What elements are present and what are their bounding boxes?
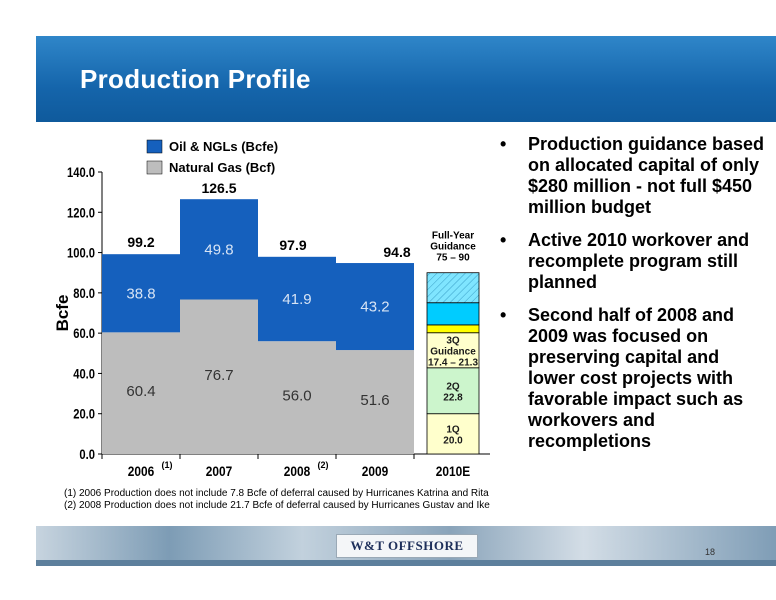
data-label-natural-gas: 60.4 xyxy=(126,383,155,400)
title-banner: Production Profile xyxy=(36,36,776,122)
bullet-text: Second half of 2008 and 2009 was focused… xyxy=(528,305,744,451)
data-label-oil-ngls: 43.2 xyxy=(360,299,389,316)
bar-oil-ngls xyxy=(180,199,258,300)
guidance-segment xyxy=(426,302,480,326)
data-label-oil-ngls: 49.8 xyxy=(204,241,233,258)
guidance-header: 75 – 90 xyxy=(436,253,470,264)
guidance-header: Guidance xyxy=(430,242,476,253)
x-tick-label: 2010E xyxy=(436,463,471,479)
bullet-text: Active 2010 workover and recomplete prog… xyxy=(528,230,750,292)
bar-oil-ngls xyxy=(102,254,180,333)
x-tick-label: 2007 xyxy=(206,463,232,479)
legend-swatch xyxy=(146,139,163,154)
x-tick-note: (2) xyxy=(318,460,329,470)
bullet-text: Production guidance based on allocated c… xyxy=(528,134,765,217)
bullet-item: • Production guidance based on allocated … xyxy=(500,134,765,217)
y-tick-label: 140.0 xyxy=(67,165,95,180)
guidance-segment-label: 3Q xyxy=(446,335,460,346)
footnote: (2) 2008 Production does not include 21.… xyxy=(64,500,490,511)
guidance-segment xyxy=(426,332,480,369)
data-label-natural-gas: 51.6 xyxy=(360,392,389,409)
legend-label: Natural Gas (Bcf) xyxy=(169,160,275,175)
y-tick-label: 60.0 xyxy=(73,326,95,341)
data-label-oil-ngls: 41.9 xyxy=(282,291,311,308)
y-tick-label: 40.0 xyxy=(73,366,95,381)
y-tick-label: 100.0 xyxy=(67,245,95,260)
footnotes: (1) 2006 Production does not include 7.8… xyxy=(64,488,490,512)
guidance-segment-label: 20.0 xyxy=(443,435,463,446)
guidance-segment-label: 2Q xyxy=(446,381,460,392)
legend-swatch xyxy=(146,160,163,175)
bullet-list: • Production guidance based on allocated … xyxy=(500,134,770,464)
y-tick-label: 20.0 xyxy=(73,407,95,422)
guidance-segment-label: 22.8 xyxy=(443,392,463,403)
page-number: 18 xyxy=(705,547,716,557)
bar-natural-gas xyxy=(336,350,414,454)
bar-natural-gas xyxy=(258,341,336,454)
footer-photo-strip: W&T OFFSHORE xyxy=(36,526,776,566)
data-label-oil-ngls: 38.8 xyxy=(126,285,155,302)
guidance-header: Full-Year xyxy=(432,231,474,242)
x-tick-note: (1) xyxy=(162,460,173,470)
bar-natural-gas xyxy=(180,299,258,454)
company-logo: W&T OFFSHORE xyxy=(336,534,478,558)
legend-label: Oil & NGLs (Bcfe) xyxy=(169,139,278,154)
x-tick-label: 2008 xyxy=(284,463,310,479)
guidance-segment-label: 1Q xyxy=(446,424,460,435)
slide-title: Production Profile xyxy=(80,64,311,94)
y-tick-label: 80.0 xyxy=(73,286,95,301)
bullet-item: • Active 2010 workover and recomplete pro… xyxy=(500,230,750,292)
data-label-natural-gas: 76.7 xyxy=(204,367,233,384)
data-label-natural-gas: 56.0 xyxy=(282,388,311,405)
x-tick-label: 2006 xyxy=(128,463,154,479)
footnote: (1) 2006 Production does not include 7.8… xyxy=(64,488,489,499)
total-label: 126.5 xyxy=(201,180,236,196)
total-label: 99.2 xyxy=(127,234,154,250)
bar-oil-ngls xyxy=(336,263,414,351)
y-axis-label: Bcfe xyxy=(53,295,72,332)
total-label: 94.8 xyxy=(383,244,410,260)
guidance-segment xyxy=(426,367,480,415)
guidance-segment xyxy=(426,324,480,334)
guidance-segment-label: Guidance xyxy=(430,346,476,357)
guidance-segment-label: 17.4 – 21.3 xyxy=(428,357,478,368)
x-tick-label: 2009 xyxy=(362,463,388,479)
total-label: 97.9 xyxy=(279,237,306,253)
production-chart: 0.0 20.0 40.0 60.0 80.0 100.0 120.0 140.0 Bcfe 20… xyxy=(53,139,490,479)
guidance-segment xyxy=(426,272,480,304)
bar-natural-gas xyxy=(102,332,180,454)
bar-oil-ngls xyxy=(258,256,336,342)
guidance-segment xyxy=(426,413,480,455)
y-tick-label: 0.0 xyxy=(79,447,95,462)
bullet-item: • Second half of 2008 and 2009 was focuse… xyxy=(500,305,744,451)
y-tick-label: 120.0 xyxy=(67,205,95,220)
